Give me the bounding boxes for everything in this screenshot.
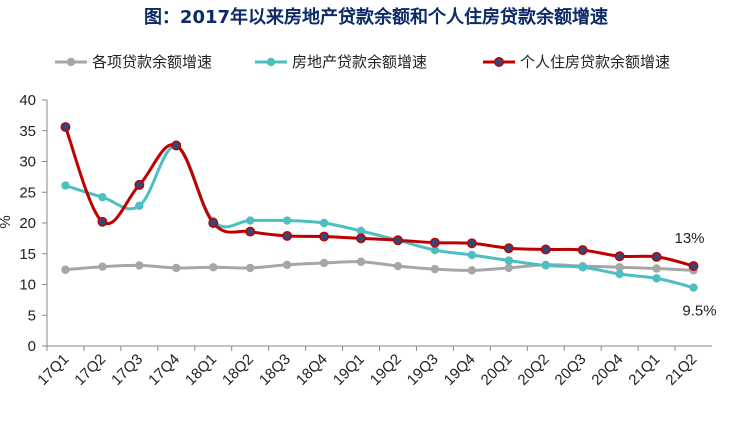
data-point — [393, 261, 403, 271]
data-point — [356, 257, 366, 266]
data-point — [541, 261, 550, 270]
data-point — [245, 226, 256, 237]
x-tick-label: 18Q1 — [182, 351, 220, 389]
data-point — [282, 216, 292, 225]
data-point — [652, 274, 661, 283]
data-point — [503, 243, 514, 254]
data-annotation: 13% — [675, 230, 705, 247]
y-tick-label: 10 — [19, 277, 36, 294]
data-point — [504, 263, 514, 273]
data-point — [135, 261, 144, 270]
data-point — [97, 216, 108, 227]
data-point — [689, 283, 698, 292]
x-tick-label: 20Q4 — [588, 351, 626, 389]
data-point — [172, 263, 181, 273]
series-2 — [61, 141, 698, 292]
legend: 各项贷款余额增速 房地产贷款余额增速 个人住房贷款余额增速 — [55, 53, 670, 71]
data-point — [60, 122, 71, 133]
data-point — [467, 250, 477, 260]
legend-marker — [66, 57, 76, 67]
x-tick-label: 18Q4 — [293, 351, 331, 389]
data-point — [467, 266, 477, 275]
data-point — [319, 218, 329, 228]
y-axis-label: % — [0, 215, 14, 228]
legend-label: 个人住房贷款余额增速 — [520, 53, 670, 71]
legend-item: 各项贷款余额增速 — [55, 53, 212, 71]
x-tick-label: 19Q2 — [367, 351, 405, 389]
y-tick-label: 30 — [19, 154, 36, 171]
data-point — [319, 231, 330, 242]
series-3 — [60, 122, 699, 271]
data-point — [614, 251, 625, 262]
data-point — [466, 238, 477, 249]
x-tick-label: 18Q2 — [219, 351, 257, 389]
y-tick-label: 0 — [28, 338, 36, 355]
data-point — [393, 235, 403, 246]
data-point — [209, 263, 218, 272]
data-point — [319, 258, 329, 268]
y-tick-label: 40 — [19, 92, 36, 109]
y-ticks: 0 5 10 15 20 25 30 35 40 — [19, 92, 47, 355]
x-tick-label: 21Q2 — [662, 351, 700, 389]
y-tick-label: 15 — [19, 246, 36, 263]
legend-item: 房地产贷款余额增速 — [255, 53, 427, 71]
legend-marker — [494, 57, 504, 67]
annotations: 13% 9.5% — [675, 230, 717, 320]
x-ticks: 17Q117Q217Q317Q418Q118Q218Q318Q419Q119Q2… — [34, 346, 700, 389]
data-point — [245, 216, 255, 225]
data-point — [98, 192, 107, 202]
x-tick-label: 17Q2 — [71, 351, 109, 389]
y-tick-label: 20 — [19, 215, 36, 232]
chart-title: 图：2017年以来房地产贷款余额和个人住房贷款余额增速 — [144, 6, 608, 28]
x-tick-label: 20Q3 — [552, 351, 590, 389]
x-tick-label: 21Q1 — [625, 351, 663, 389]
data-point — [356, 233, 366, 244]
data-point — [135, 201, 144, 210]
y-tick-label: 35 — [19, 123, 36, 140]
x-tick-label: 20Q1 — [478, 351, 516, 389]
series-line — [64, 126, 694, 268]
data-point — [540, 244, 551, 255]
data-point — [430, 264, 440, 274]
data-point — [615, 269, 624, 279]
x-tick-label: 17Q1 — [34, 351, 72, 389]
data-point — [504, 256, 514, 265]
data-point — [245, 263, 255, 273]
y-tick-label: 25 — [19, 184, 36, 201]
data-point — [282, 230, 293, 241]
x-tick-label: 19Q3 — [404, 351, 442, 389]
x-tick-label: 19Q4 — [441, 351, 479, 389]
x-tick-label: 17Q3 — [108, 351, 146, 389]
legend-marker — [266, 57, 276, 67]
x-tick-label: 17Q4 — [145, 351, 183, 389]
data-point — [429, 237, 440, 248]
data-point — [577, 245, 588, 256]
data-point — [61, 181, 70, 190]
data-point — [134, 179, 145, 190]
legend-label: 各项贷款余额增速 — [92, 53, 212, 71]
data-point — [651, 251, 662, 262]
legend-label: 房地产贷款余额增速 — [292, 53, 427, 71]
data-point — [282, 260, 292, 270]
data-point — [208, 218, 219, 228]
data-point — [98, 262, 107, 271]
data-point — [61, 265, 70, 274]
data-point — [688, 261, 699, 271]
series-layer — [60, 122, 699, 292]
data-annotation: 9.5% — [682, 303, 716, 320]
legend-item: 个人住房贷款余额增速 — [483, 53, 670, 71]
data-point — [652, 264, 661, 273]
data-point — [615, 263, 624, 272]
data-point — [171, 140, 182, 151]
x-tick-label: 18Q3 — [256, 351, 294, 389]
y-tick-label: 5 — [28, 307, 36, 324]
data-point — [356, 226, 366, 236]
data-point — [578, 263, 587, 272]
data-point — [430, 245, 440, 255]
x-tick-label: 19Q1 — [330, 351, 368, 389]
x-tick-label: 20Q2 — [515, 351, 553, 389]
